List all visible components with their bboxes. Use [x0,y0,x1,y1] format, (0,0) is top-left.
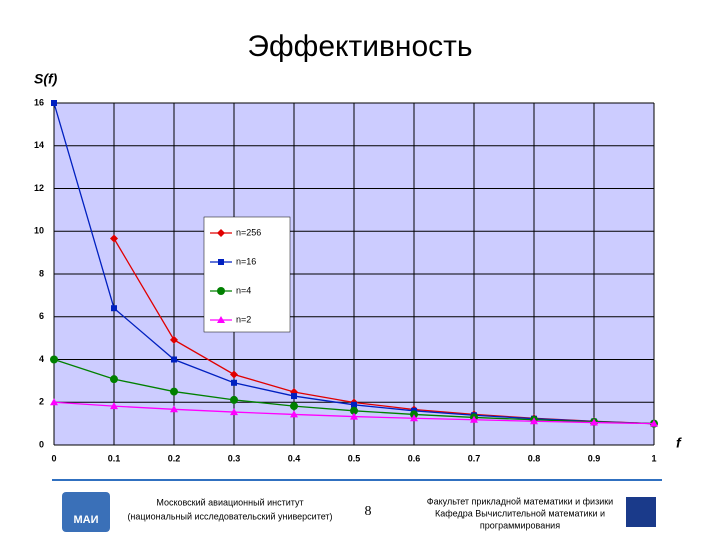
x-tick-label: 0.1 [108,453,121,463]
marker [171,356,177,363]
y-axis-label: S(f) [34,71,58,87]
marker [50,398,58,406]
x-tick-label: 0.9 [588,453,601,463]
marker [230,408,238,416]
left-logo [62,492,110,532]
marker [350,406,358,415]
legend-marker [217,229,225,237]
right-logo [626,497,656,527]
marker [650,419,658,427]
footer-right-3: программирования [480,520,560,530]
footer-right-1: Факультет прикладной математики и физики [427,496,613,506]
y-tick-label: 4 [39,354,44,364]
marker [290,410,298,418]
footer-right-2: Кафедра Вычислительной математики и [435,508,605,518]
marker [231,379,237,386]
legend-box [203,216,291,333]
legend-marker [217,316,225,323]
marker [110,375,118,384]
y-tick-label: 2 [39,397,44,407]
marker [230,370,238,379]
y-tick-label: 10 [34,226,44,236]
chart-title: Эффективность [247,30,472,63]
marker [111,305,117,312]
legend-label: n=2 [236,314,251,324]
marker [351,401,357,408]
marker [590,418,598,426]
legend-label: n=4 [236,285,251,295]
legend-label: n=16 [236,256,256,266]
x-tick-label: 0.7 [468,453,481,463]
x-axis-label: f [676,435,682,451]
legend-label: n=256 [236,227,261,237]
y-tick-label: 0 [39,439,44,449]
marker [530,417,538,425]
x-tick-label: 0.2 [168,453,181,463]
x-tick-label: 0.8 [528,453,541,463]
x-tick-label: 0.3 [228,453,241,463]
x-tick-label: 0 [51,453,56,463]
marker [230,395,238,404]
marker [350,412,358,420]
y-tick-label: 12 [34,183,44,193]
page-number: 8 [365,504,372,519]
marker [410,414,418,422]
marker [110,234,118,243]
left-logo-text: МАИ [73,514,98,526]
footer-left-2: (национальный исследовательский универси… [127,511,332,521]
x-tick-label: 1 [651,453,656,463]
marker [110,402,118,410]
legend-marker [217,287,225,295]
x-tick-label: 0.4 [288,453,301,463]
legend-marker [218,259,224,265]
y-tick-label: 8 [39,268,44,278]
marker [291,393,297,400]
x-tick-label: 0.6 [408,453,421,463]
footer-left-1: Московский авиационный институт [156,497,303,507]
y-tick-label: 6 [39,311,44,321]
marker [170,335,178,344]
y-tick-label: 14 [34,140,44,150]
marker [290,402,298,411]
x-tick-label: 0.5 [348,453,361,463]
marker [50,355,58,364]
marker [51,100,57,106]
y-tick-label: 16 [34,97,44,107]
marker [170,387,178,396]
marker [470,415,478,423]
marker [170,405,178,413]
